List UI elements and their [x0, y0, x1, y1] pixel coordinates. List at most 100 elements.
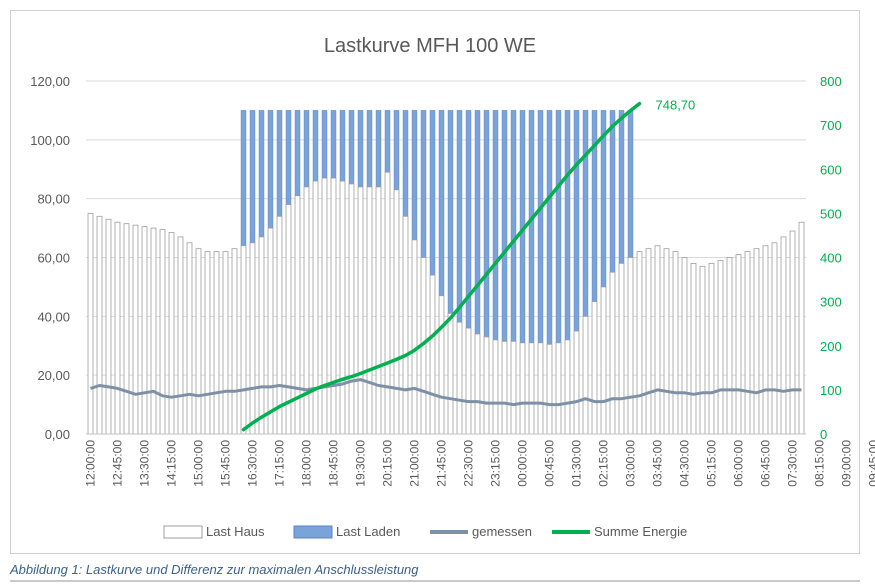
bar-last-laden: [330, 110, 337, 179]
bar-last-laden: [294, 110, 301, 196]
bar-last-laden: [609, 110, 616, 273]
bar-last-haus: [564, 339, 571, 435]
y-right-tick-label: 100: [820, 383, 842, 398]
y-right-tick-label: 600: [820, 162, 842, 177]
bar-last-laden: [438, 110, 445, 296]
bar-last-haus: [240, 245, 247, 435]
bar-last-haus: [366, 186, 373, 435]
bar-last-laden: [528, 110, 535, 344]
bar-last-haus: [384, 171, 391, 435]
bar-layer: [87, 110, 805, 435]
bar-last-laden: [537, 110, 544, 344]
y-left-tick-label: 100,00: [30, 133, 70, 148]
bar-last-laden: [447, 110, 454, 314]
bar-last-laden: [276, 110, 283, 217]
bar-last-haus: [663, 248, 670, 435]
legend-label-summe-energie: Summe Energie: [594, 524, 687, 539]
end-value-label: 748,70: [656, 98, 696, 113]
x-tick-label: 00:00:00: [516, 440, 530, 487]
bar-last-laden: [411, 110, 418, 241]
bar-last-laden: [456, 110, 463, 323]
x-tick-label: 23:15:00: [489, 440, 503, 487]
bar-last-haus: [627, 257, 634, 435]
bar-last-haus: [195, 248, 202, 435]
bar-last-haus: [204, 251, 211, 435]
bar-last-haus: [429, 274, 436, 435]
bar-last-haus: [87, 212, 94, 435]
x-tick-label: 03:00:00: [624, 440, 638, 487]
bar-last-laden: [285, 110, 292, 205]
legend-label-last-haus: Last Haus: [206, 524, 265, 539]
bar-last-haus: [465, 327, 472, 435]
bar-last-haus: [519, 342, 526, 435]
bar-last-laden: [573, 110, 580, 332]
bar-last-haus: [123, 223, 130, 435]
bar-last-haus: [753, 248, 760, 435]
x-tick-label: 17:15:00: [273, 440, 287, 487]
x-tick-label: 09:45:00: [867, 440, 875, 487]
bar-last-haus: [789, 230, 796, 435]
bar-last-laden: [303, 110, 310, 188]
bar-last-haus: [699, 265, 706, 435]
bar-last-laden: [267, 110, 274, 229]
bar-last-laden: [348, 110, 355, 185]
bar-last-haus: [231, 248, 238, 435]
bar-last-haus: [258, 236, 265, 435]
bar-last-haus: [456, 321, 463, 435]
line-layer: [90, 101, 802, 432]
bar-last-haus: [762, 245, 769, 435]
bar-last-haus: [168, 232, 175, 435]
bar-last-laden: [366, 110, 373, 188]
x-tick-label: 21:45:00: [435, 440, 449, 487]
bar-last-laden: [357, 110, 364, 188]
bar-last-haus: [618, 262, 625, 435]
bar-last-haus: [105, 218, 112, 435]
bar-last-haus: [573, 330, 580, 435]
x-tick-label: 08:15:00: [813, 440, 827, 487]
bar-last-haus: [780, 236, 787, 435]
bar-last-haus: [276, 215, 283, 435]
bar-last-laden: [312, 110, 319, 182]
bar-last-laden: [483, 110, 490, 338]
bar-last-haus: [690, 262, 697, 435]
bar-last-laden: [546, 110, 553, 345]
x-tick-label: 16:30:00: [246, 440, 260, 487]
bar-last-haus: [735, 254, 742, 435]
bar-last-haus: [744, 251, 751, 435]
line-summe-energie: [241, 101, 642, 432]
x-tick-label: 21:00:00: [408, 440, 422, 487]
bar-last-haus: [402, 215, 409, 435]
bar-last-haus: [213, 251, 220, 435]
x-tick-label: 02:15:00: [597, 440, 611, 487]
bar-last-haus: [177, 236, 184, 435]
bar-last-laden: [492, 110, 499, 341]
x-tick-label: 15:00:00: [192, 440, 206, 487]
x-tick-label: 00:45:00: [543, 440, 557, 487]
bar-last-haus: [654, 245, 661, 435]
bar-last-haus: [267, 227, 274, 435]
bar-last-haus: [114, 221, 121, 435]
bar-last-haus: [357, 186, 364, 435]
bar-last-laden: [249, 110, 256, 244]
x-tick-label: 12:45:00: [111, 440, 125, 487]
bar-last-haus: [726, 257, 733, 435]
bar-last-laden: [582, 110, 589, 317]
bar-last-haus: [348, 183, 355, 435]
bar-last-haus: [645, 248, 652, 435]
y-left-tick-label: 0,00: [45, 427, 70, 442]
x-tick-label: 05:15:00: [705, 440, 719, 487]
bar-last-laden: [501, 110, 508, 342]
bar-last-haus: [771, 242, 778, 435]
bar-last-haus: [672, 251, 679, 435]
bar-last-haus: [483, 336, 490, 435]
x-tick-label: 12:00:00: [84, 440, 98, 487]
bar-last-haus: [528, 342, 535, 435]
bar-last-haus: [330, 177, 337, 435]
bar-last-laden: [420, 110, 427, 258]
bar-last-haus: [375, 186, 382, 435]
legend-swatch-last-haus: [163, 525, 203, 539]
bar-last-haus: [393, 189, 400, 435]
bar-last-haus: [717, 260, 724, 435]
grid-layer: [86, 80, 806, 435]
